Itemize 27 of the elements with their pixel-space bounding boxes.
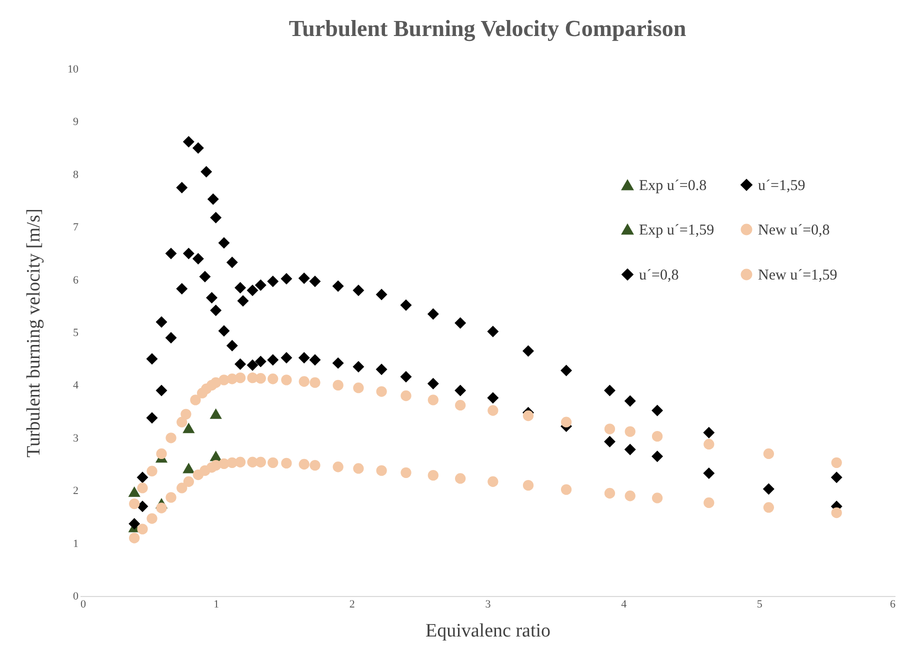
legend-label: New u´=1,59 <box>758 268 838 284</box>
y-tick-label: 3 <box>73 432 79 444</box>
legend-label: Exp u´=0.8 <box>639 178 707 194</box>
x-tick-label: 4 <box>621 598 628 610</box>
x-tick-label: 0 <box>80 598 86 610</box>
x-tick-label: 5 <box>756 598 763 610</box>
y-tick-label: 4 <box>73 380 79 392</box>
legend-label: u´=0,8 <box>639 268 679 284</box>
legend-label: u´=1,59 <box>758 178 806 194</box>
y-tick-label: 0 <box>73 590 79 602</box>
x-tick-label: 6 <box>890 598 896 610</box>
chart-title: Turbulent Burning Velocity Comparison <box>288 16 686 42</box>
y-tick-label: 7 <box>73 222 79 234</box>
y-tick-label: 5 <box>73 327 79 339</box>
y-tick-label: 2 <box>73 485 78 498</box>
x-axis-title: Equivalenc ratio <box>425 620 551 642</box>
y-tick-label: 1 <box>73 538 78 550</box>
y-tick-label: 8 <box>73 168 79 181</box>
y-tick-label: 9 <box>73 116 79 128</box>
x-tick-label: 3 <box>485 598 492 610</box>
x-tick-label: 2 <box>349 598 355 610</box>
legend-label: New u´=0,8 <box>758 222 830 238</box>
legend-label: Exp u´=1,59 <box>639 222 714 238</box>
y-tick-label: 6 <box>73 274 79 286</box>
y-tick-label: 10 <box>68 64 79 76</box>
y-axis-title: Turbulent burning velocity [m/s] <box>24 208 44 458</box>
x-tick-label: 1 <box>214 598 220 610</box>
